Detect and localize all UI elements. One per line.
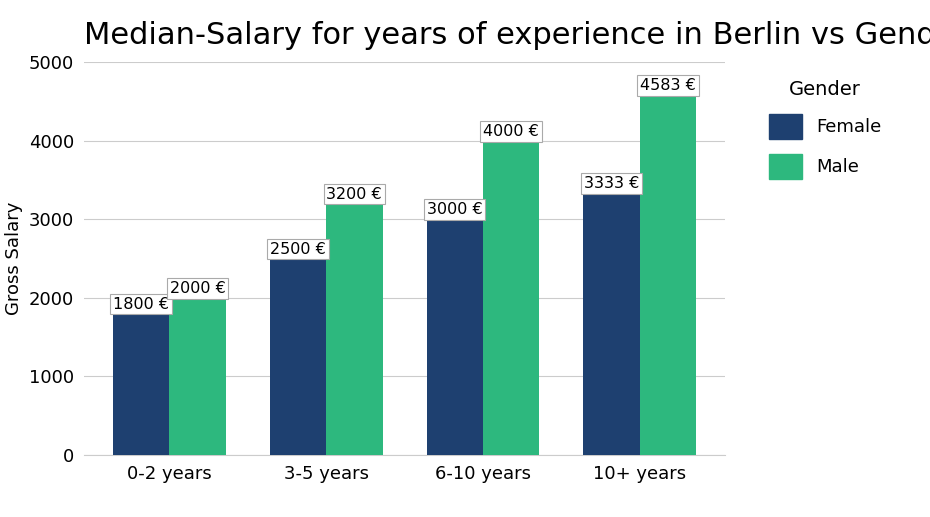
Bar (483, 141, 539, 455)
Bar (113, 313, 169, 455)
Text: 4000 €: 4000 € (484, 124, 539, 139)
Bar (169, 298, 226, 455)
Bar (640, 95, 697, 455)
Bar (270, 258, 326, 455)
Text: 2500 €: 2500 € (270, 241, 326, 256)
Text: Median-Salary for years of experience in Berlin vs Gender: Median-Salary for years of experience in… (84, 21, 930, 50)
Bar (427, 219, 483, 455)
Legend: Female, Male: Female, Male (760, 71, 890, 188)
Text: 1800 €: 1800 € (113, 297, 169, 312)
Bar (326, 204, 382, 455)
Bar (583, 193, 640, 455)
Text: 3333 €: 3333 € (584, 176, 639, 191)
Text: 2000 €: 2000 € (169, 281, 225, 296)
Y-axis label: Gross Salary: Gross Salary (6, 202, 23, 315)
Text: 4583 €: 4583 € (640, 78, 696, 93)
Text: 3000 €: 3000 € (427, 202, 483, 217)
Text: 3200 €: 3200 € (326, 187, 382, 202)
